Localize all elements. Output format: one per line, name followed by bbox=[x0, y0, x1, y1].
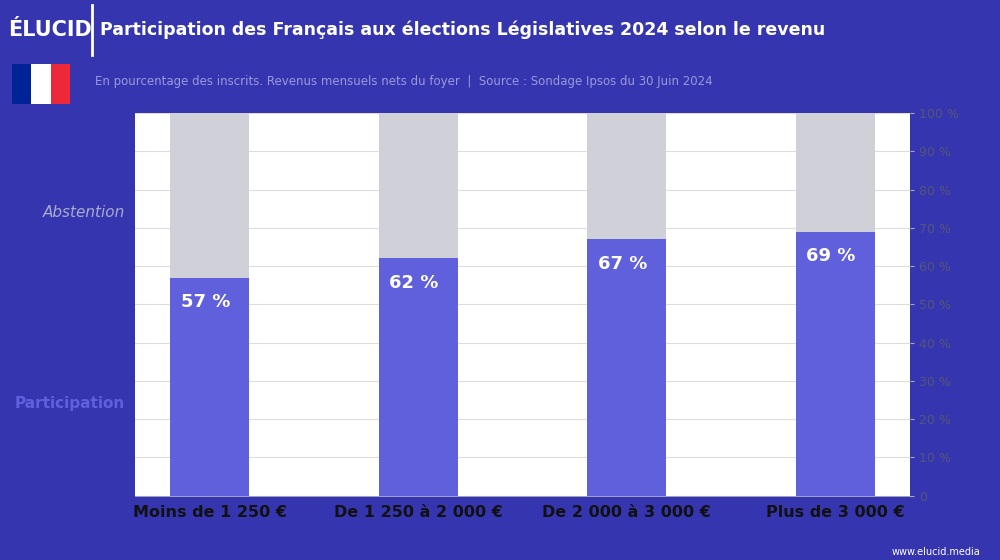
Bar bbox=[12, 64, 31, 104]
Bar bbox=[587, 113, 666, 239]
Text: 62 %: 62 % bbox=[389, 274, 438, 292]
Bar bbox=[796, 113, 875, 232]
Bar bbox=[31, 64, 51, 104]
Text: 69 %: 69 % bbox=[806, 247, 855, 265]
Text: www.elucid.media: www.elucid.media bbox=[891, 547, 980, 557]
Text: Participation des Français aux élections Législatives 2024 selon le revenu: Participation des Français aux élections… bbox=[100, 21, 825, 39]
Text: 67 %: 67 % bbox=[598, 255, 647, 273]
Bar bbox=[51, 64, 70, 104]
Bar bbox=[379, 113, 458, 259]
Text: ÉLUCID: ÉLUCID bbox=[8, 20, 92, 40]
Bar bbox=[587, 239, 666, 496]
Text: Abstention: Abstention bbox=[43, 206, 125, 220]
Bar bbox=[170, 278, 249, 496]
Text: Participation: Participation bbox=[15, 396, 125, 410]
Bar bbox=[796, 232, 875, 496]
Bar bbox=[170, 113, 249, 278]
Bar bbox=[379, 259, 458, 496]
Text: En pourcentage des inscrits. Revenus mensuels nets du foyer  |  Source : Sondage: En pourcentage des inscrits. Revenus men… bbox=[95, 75, 713, 88]
Text: 57 %: 57 % bbox=[181, 293, 230, 311]
